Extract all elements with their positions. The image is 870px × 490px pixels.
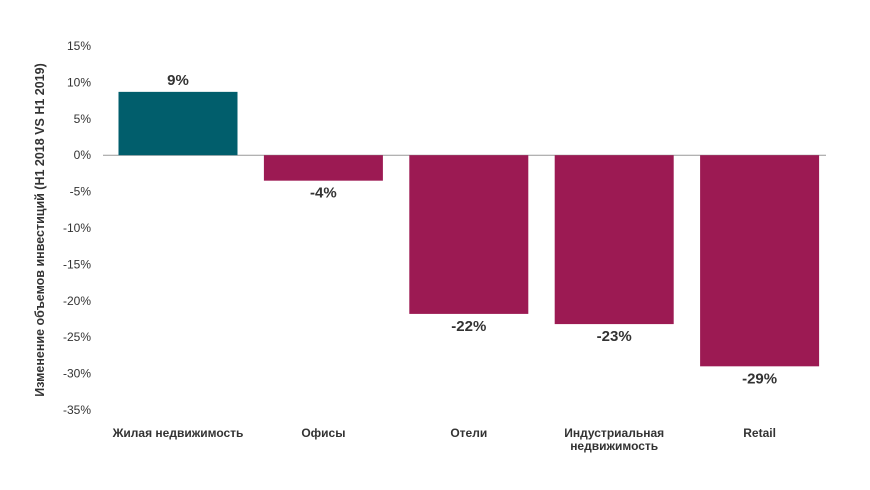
data-label: -29%	[742, 370, 777, 387]
y-tick-label: 15%	[67, 39, 91, 53]
data-label: -22%	[451, 318, 486, 335]
category-label: Жилая недвижимость	[112, 426, 244, 440]
y-tick-label: -20%	[63, 294, 91, 308]
y-tick-label: -10%	[63, 221, 91, 235]
data-labels: 9% -4% -22% -23% -29%	[167, 72, 777, 387]
data-label: 9%	[167, 72, 189, 89]
bar	[118, 91, 238, 156]
y-tick-label: -25%	[63, 330, 91, 344]
y-tick-label: -30%	[63, 367, 91, 381]
category-label: Индустриальная недвижимость	[564, 426, 664, 453]
y-tick-label: -5%	[70, 185, 92, 199]
data-label: -23%	[597, 328, 632, 345]
category-label: Офисы	[301, 426, 345, 440]
category-label: Отели	[450, 426, 487, 440]
bar	[554, 155, 674, 325]
y-axis-title: Изменение объемов инвестиций (H1 2018 VS…	[33, 63, 47, 397]
x-axis-categories: Жилая недвижимость Офисы Отели Индустриальн…	[112, 426, 776, 453]
bar	[263, 155, 383, 181]
y-tick-label: 5%	[74, 112, 92, 126]
category-label: Retail	[743, 426, 776, 440]
bar	[409, 155, 529, 314]
bar	[700, 155, 820, 367]
data-label: -4%	[310, 185, 337, 202]
bars	[118, 91, 820, 367]
y-axis-ticks: 15% 10% 5% 0% -5% -10% -15% -20% -25% -30% -35%	[63, 39, 91, 417]
y-tick-label: 10%	[67, 75, 91, 89]
y-tick-label: 0%	[74, 148, 92, 162]
y-tick-label: -35%	[63, 403, 91, 417]
y-tick-label: -15%	[63, 257, 91, 271]
